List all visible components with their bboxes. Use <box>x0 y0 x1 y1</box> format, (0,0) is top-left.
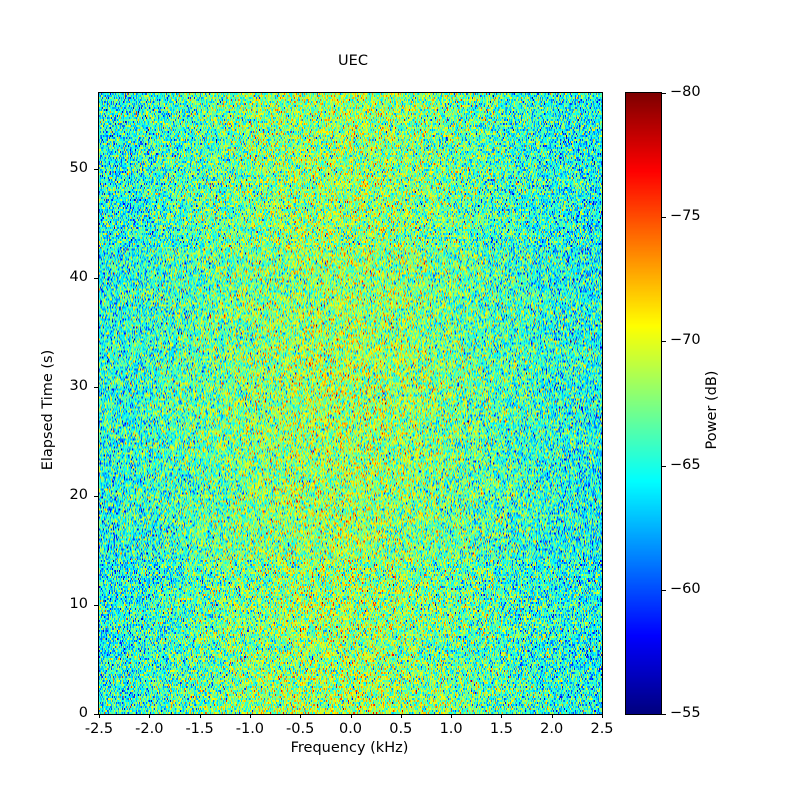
colorbar-tick <box>662 217 666 219</box>
x-axis-tick <box>602 714 603 718</box>
colorbar-tick-label: −75 <box>670 208 701 225</box>
y-axis-tick <box>94 605 98 607</box>
x-axis-tick-label: 0.5 <box>389 721 413 737</box>
colorbar-gradient <box>626 93 661 714</box>
x-axis-tick-label: -2.0 <box>135 721 164 737</box>
colorbar-tick <box>662 589 666 591</box>
y-axis-tick-label: 20 <box>69 487 88 504</box>
x-axis-tick-label: -1.5 <box>185 721 214 737</box>
y-axis-tick <box>94 387 98 389</box>
colorbar-tick <box>662 465 666 467</box>
y-axis-tick-label: 0 <box>78 705 88 721</box>
y-axis-tick <box>94 169 98 171</box>
x-axis-tick <box>99 714 100 718</box>
colorbar-tick-label: −65 <box>670 456 701 473</box>
colorbar-tick <box>662 714 666 715</box>
y-axis-tick-label: 40 <box>69 269 88 286</box>
colorbar-tick-label: −70 <box>670 332 701 349</box>
x-axis-tick-label: 1.0 <box>439 721 463 737</box>
x-axis-tick-label: 1.5 <box>489 721 513 737</box>
colorbar-tick-label: −80 <box>670 84 701 100</box>
title-line-instrument: UEC <box>338 53 368 70</box>
spectrogram-axes[interactable] <box>98 92 603 715</box>
x-axis-tick <box>350 714 352 718</box>
x-axis-tick <box>149 714 151 718</box>
y-axis-tick <box>94 496 98 498</box>
x-axis-tick-label: -1.0 <box>235 721 265 737</box>
x-axis-tick <box>501 714 503 718</box>
colorbar[interactable] <box>625 92 662 715</box>
colorbar-tick-label: −60 <box>670 580 701 597</box>
x-axis-tick <box>199 714 201 718</box>
x-axis-tick <box>551 714 553 718</box>
colorbar-tick-label: −55 <box>670 705 701 721</box>
colorbar-tick <box>662 93 666 94</box>
x-axis-tick-label: -0.5 <box>286 721 315 737</box>
x-axis-label: Frequency (kHz) <box>290 740 409 756</box>
colorbar-tick <box>662 341 666 343</box>
y-axis-tick-label: 10 <box>69 596 88 613</box>
x-axis-tick <box>400 714 402 718</box>
x-axis-tick-label: 0.0 <box>338 721 363 737</box>
x-axis-tick <box>249 714 251 718</box>
y-axis-tick <box>94 278 98 280</box>
colorbar-label: Power (dB) <box>704 370 720 450</box>
spectrogram-image <box>99 93 602 714</box>
x-axis-tick-label: 2.5 <box>590 721 614 737</box>
x-axis-tick <box>300 714 302 718</box>
y-axis-tick-label: 30 <box>69 378 88 395</box>
y-axis-tick-label: 50 <box>69 160 88 177</box>
x-axis-tick-label: 2.0 <box>540 721 564 737</box>
x-axis-tick <box>451 714 453 718</box>
y-axis-label: Elapsed Time (s) <box>40 349 56 471</box>
y-axis-tick <box>94 714 98 715</box>
x-axis-tick-label: -2.5 <box>84 721 114 737</box>
